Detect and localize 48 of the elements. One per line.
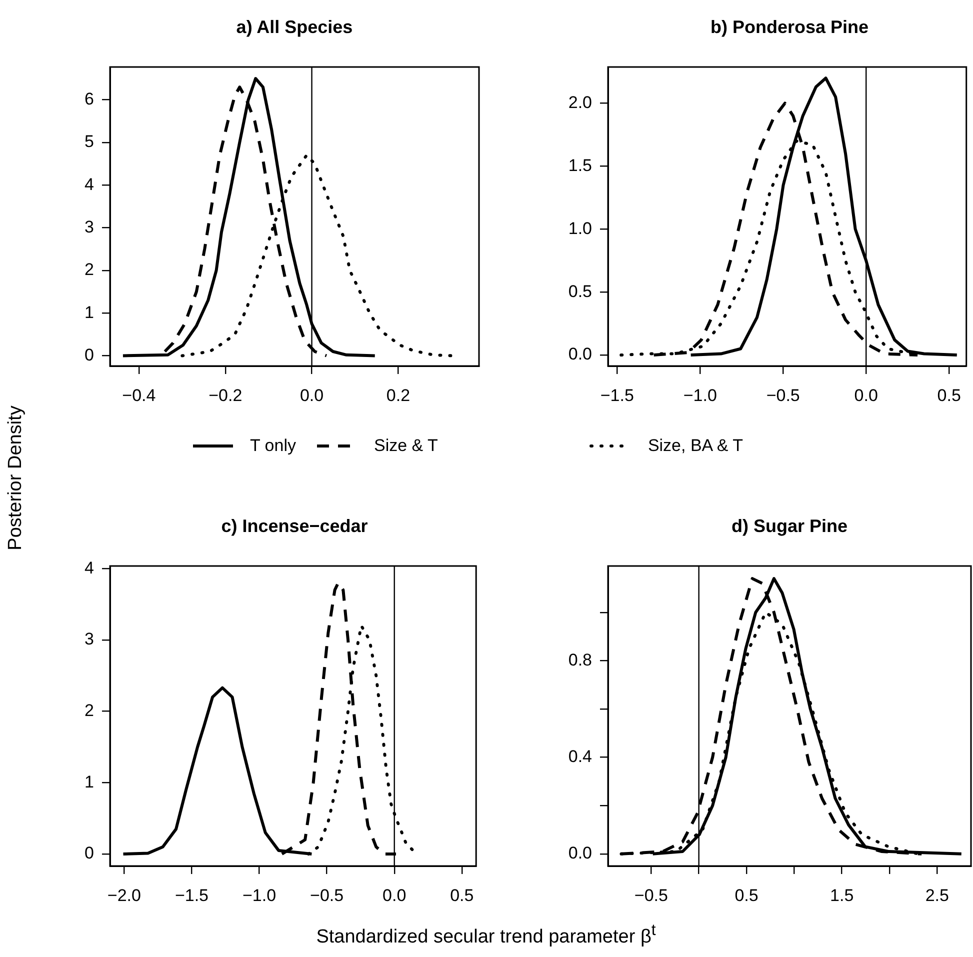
x-tick-label: −2.0 bbox=[107, 886, 141, 905]
x-tick-label: −1.5 bbox=[600, 386, 634, 405]
legend-label: T only bbox=[250, 436, 296, 456]
x-tick-label: −0.5 bbox=[310, 886, 344, 905]
y-tick-label: 0.4 bbox=[568, 746, 592, 766]
x-tick-label: 0.0 bbox=[854, 386, 878, 405]
y-tick-label: 0.5 bbox=[568, 282, 592, 301]
y-tick-label: 0.0 bbox=[568, 844, 592, 863]
y-tick-label: 1 bbox=[84, 772, 94, 792]
x-tick-label: −1.0 bbox=[242, 886, 276, 905]
y-tick-label: 4 bbox=[84, 174, 94, 194]
y-tick-label: 6 bbox=[84, 90, 94, 109]
y-tick-label: 0 bbox=[84, 345, 94, 364]
y-tick-label: 2 bbox=[84, 260, 94, 280]
x-tick-label: 0.2 bbox=[386, 386, 410, 405]
y-tick-label: 0.0 bbox=[568, 344, 592, 364]
y-tick-label: 2 bbox=[84, 701, 94, 720]
y-tick-label: 0.8 bbox=[568, 650, 592, 670]
y-tick-label: 1.0 bbox=[568, 218, 592, 238]
x-tick-label: 0.5 bbox=[937, 386, 961, 405]
y-tick-label: 2.0 bbox=[568, 92, 592, 112]
y-tick-label: 1.5 bbox=[568, 156, 592, 175]
x-axis-title: Standardized secular trend parameter β$^{t}$ bbox=[316, 922, 656, 948]
legend-label: Size & T bbox=[374, 436, 438, 456]
x-tick-label: 2.5 bbox=[925, 886, 949, 905]
x-tick-label: 1.5 bbox=[830, 886, 854, 905]
y-tick-label: 1 bbox=[84, 302, 94, 322]
chart-title: b) Ponderosa Pine bbox=[710, 17, 869, 38]
chart-title: c) Incense−cedar bbox=[221, 516, 368, 537]
x-tick-label: −0.5 bbox=[766, 386, 800, 405]
x-tick-label: −1.5 bbox=[174, 886, 209, 905]
chart-title: a) All Species bbox=[236, 17, 353, 38]
x-tick-label: −0.5 bbox=[634, 886, 668, 905]
y-tick-label: 3 bbox=[84, 217, 94, 236]
x-tick-label: 0.5 bbox=[734, 886, 758, 905]
y-tick-label: 5 bbox=[84, 132, 94, 152]
chart-title: d) Sugar Pine bbox=[731, 516, 848, 537]
x-tick-label: 0.0 bbox=[382, 886, 406, 905]
y-tick-label: 0 bbox=[84, 844, 94, 863]
x-tick-label: −1.0 bbox=[683, 386, 717, 405]
y-axis-title: Posterior Density bbox=[5, 406, 27, 550]
x-tick-label: 0.0 bbox=[300, 386, 324, 405]
x-tick-label: −0.4 bbox=[122, 386, 156, 405]
y-tick-label: 3 bbox=[84, 630, 94, 649]
x-tick-label: −0.2 bbox=[208, 386, 242, 405]
y-tick-label: 4 bbox=[84, 558, 94, 578]
legend-label: Size, BA & T bbox=[648, 436, 744, 456]
x-tick-label: 0.5 bbox=[450, 886, 474, 905]
